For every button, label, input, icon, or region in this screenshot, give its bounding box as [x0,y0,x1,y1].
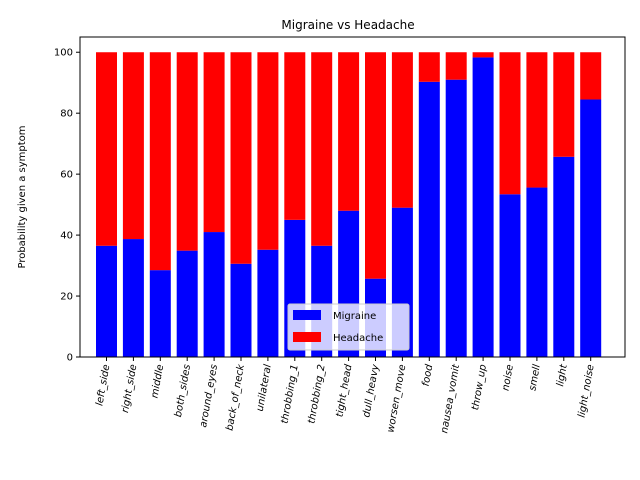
bar-migraine-light_noise [580,99,602,357]
bar-headache-light_noise [580,52,602,100]
legend-label-migraine: Migraine [333,311,376,322]
bar-headache-light [553,52,575,157]
bar-headache-middle [149,52,171,271]
bar-migraine-back_of_neck [230,263,252,357]
bar-migraine-around_eyes [203,232,225,357]
y-tick-label-100: 100 [54,48,73,59]
bar-headache-both_sides [176,52,198,251]
y-axis: 0 20 40 60 80 100 [54,48,80,364]
bar-migraine-left_side [96,245,117,357]
bar-migraine-right_side [122,239,144,357]
bar-headache-smell [526,52,548,188]
y-tick-label-80: 80 [60,109,73,120]
bar-headache-nausea_vomit [445,52,467,80]
bar-headache-left_side [96,52,117,246]
y-tick-label-0: 0 [67,353,73,364]
bar-migraine-unilateral [257,249,279,357]
legend: Migraine Headache [287,303,410,351]
bar-migraine-both_sides [176,250,198,357]
bar-headache-worsen_move [391,52,413,208]
bar-headache-noise [499,52,521,195]
y-tick-label-60: 60 [60,170,73,181]
bar-migraine-light [553,156,575,357]
legend-label-headache: Headache [333,333,383,344]
bar-migraine-food [418,81,440,358]
bar-headache-throbbing_2 [311,52,333,246]
bar-migraine-middle [149,270,171,357]
y-tick-label-40: 40 [60,231,73,242]
y-axis-label: Probability given a symptom [17,125,28,268]
legend-swatch-migraine [293,310,321,320]
bar-headache-food [418,52,440,82]
chart-title: Migraine vs Headache [281,18,414,32]
bar-headache-throbbing_1 [284,52,306,220]
plot-frame [79,36,626,358]
bar-headache-right_side [122,52,144,240]
bar-headache-dull_heavy [365,52,386,279]
bar-migraine-throw_up [472,57,494,358]
bar-migraine-smell [526,187,548,357]
bar-headache-unilateral [257,52,279,250]
bar-headache-throw_up [472,52,494,58]
y-tick-label-20: 20 [60,292,73,303]
bar-migraine-noise [499,194,521,357]
x-tick-label-smell: smell [527,363,543,391]
bar-headache-around_eyes [203,52,225,233]
x-tick-label-food: food [421,363,436,387]
bar-headache-tight_head [338,52,360,211]
x-tick-label-noise: noise [501,364,516,392]
x-tick-label-light: light [555,363,570,388]
legend-swatch-headache [293,332,321,342]
bar-headache-back_of_neck [230,52,252,264]
bar-migraine-nausea_vomit [445,79,467,358]
